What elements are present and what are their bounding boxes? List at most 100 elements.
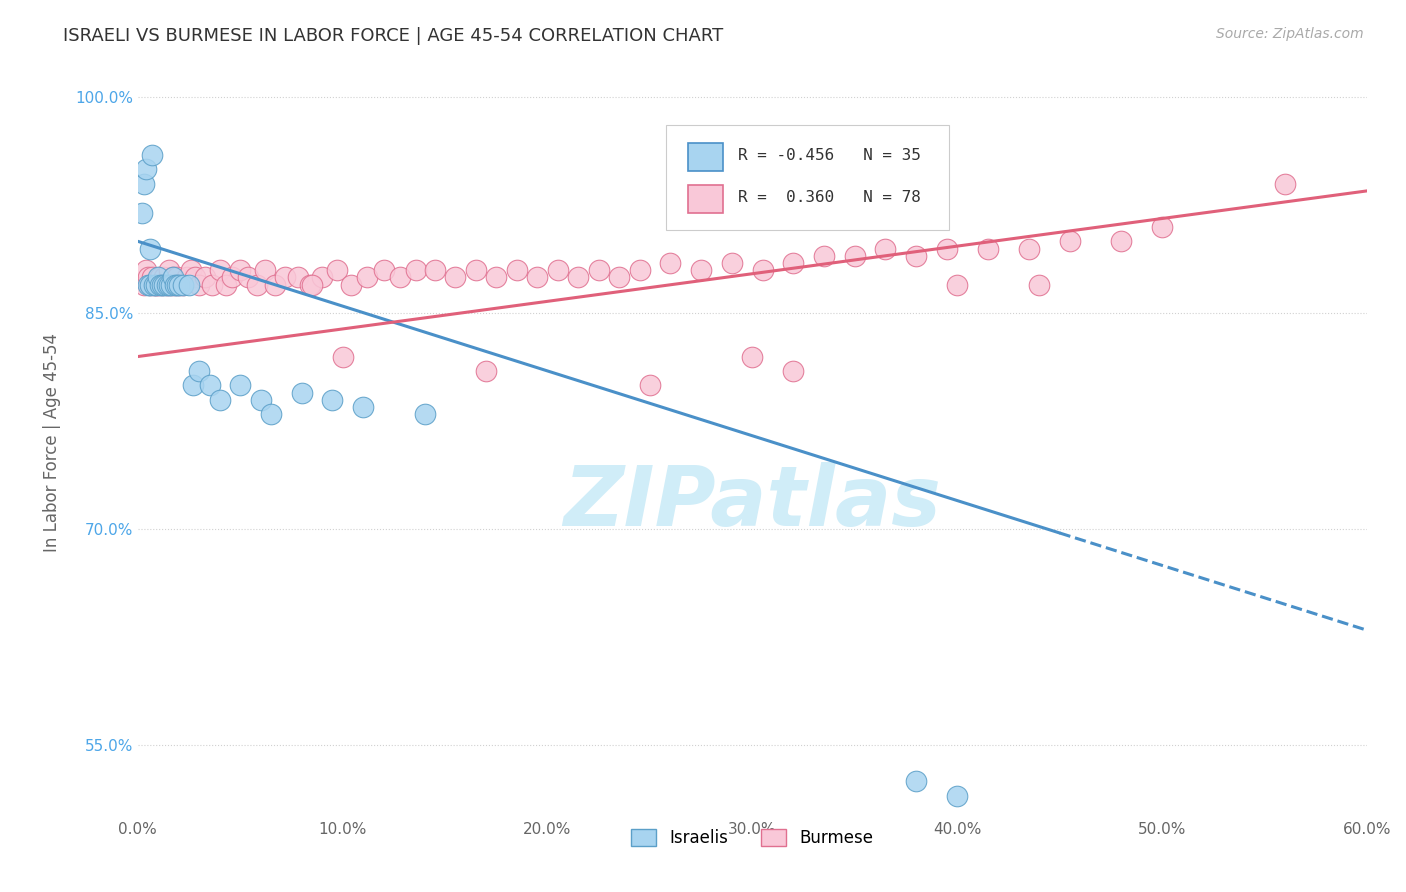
Point [184, 270, 207, 285]
Point [139, 277, 162, 292]
Point [287, 270, 309, 285]
Text: ISRAELI VS BURMESE IN LABOR FORCE | AGE 45-54 CORRELATION CHART: ISRAELI VS BURMESE IN LABOR FORCE | AGE … [63, 27, 724, 45]
Point [628, 263, 651, 277]
Point [153, 270, 176, 285]
Point [475, 364, 498, 378]
Point [444, 270, 467, 285]
Point [905, 249, 928, 263]
Point [506, 263, 529, 277]
Point [167, 277, 190, 292]
Point [157, 263, 180, 277]
Point [253, 263, 276, 277]
Text: R =  0.360   N = 78: R = 0.360 N = 78 [738, 190, 921, 205]
Point [139, 277, 162, 292]
Point [141, 148, 163, 162]
Point [238, 270, 260, 285]
Point [166, 270, 188, 285]
Point [1028, 277, 1050, 292]
Point [131, 205, 153, 219]
Point [149, 277, 172, 292]
Point [155, 277, 177, 292]
Point [143, 277, 166, 292]
Point [141, 270, 163, 285]
Point [356, 270, 378, 285]
Point [145, 277, 167, 292]
Point [813, 249, 835, 263]
Point [405, 263, 427, 277]
Point [163, 277, 186, 292]
Point [721, 256, 744, 270]
Point [162, 270, 184, 285]
Point [905, 774, 928, 789]
Point [132, 177, 155, 191]
Point [166, 277, 188, 292]
Point [159, 277, 181, 292]
Point [181, 378, 204, 392]
Text: Source: ZipAtlas.com: Source: ZipAtlas.com [1216, 27, 1364, 41]
Point [567, 270, 589, 285]
Point [260, 407, 283, 421]
Point [977, 242, 1000, 256]
Point [176, 270, 198, 285]
Point [208, 263, 231, 277]
Text: R = -0.456   N = 35: R = -0.456 N = 35 [738, 148, 921, 163]
Point [311, 270, 333, 285]
Point [132, 277, 155, 292]
Point [135, 263, 157, 277]
Point [1018, 242, 1040, 256]
Point [148, 270, 170, 285]
Point [145, 277, 167, 292]
Point [844, 249, 866, 263]
Point [741, 350, 763, 364]
Point [1150, 219, 1173, 234]
Point [389, 270, 412, 285]
Point [172, 277, 194, 292]
Point [264, 277, 287, 292]
Point [229, 263, 252, 277]
Point [875, 242, 897, 256]
Point [139, 242, 162, 256]
Point [153, 277, 176, 292]
Point [246, 277, 269, 292]
Point [188, 364, 211, 378]
Point [229, 378, 252, 392]
Point [1059, 235, 1081, 249]
Point [135, 162, 157, 177]
Point [177, 277, 200, 292]
FancyBboxPatch shape [689, 143, 723, 171]
Y-axis label: In Labor Force | Age 45-54: In Labor Force | Age 45-54 [44, 334, 60, 552]
Point [485, 270, 508, 285]
Point [298, 277, 321, 292]
Point [249, 392, 271, 407]
Point [340, 277, 363, 292]
Point [215, 277, 238, 292]
Point [180, 263, 202, 277]
Point [198, 378, 221, 392]
Point [155, 277, 177, 292]
Point [332, 350, 354, 364]
Point [935, 242, 957, 256]
Point [547, 263, 569, 277]
FancyBboxPatch shape [666, 125, 949, 229]
Point [413, 407, 436, 421]
Point [526, 270, 548, 285]
Point [172, 277, 194, 292]
Point [152, 277, 174, 292]
Point [136, 270, 159, 285]
Point [690, 263, 713, 277]
Text: ZIPatlas: ZIPatlas [564, 462, 941, 543]
Point [194, 270, 217, 285]
Point [291, 385, 314, 400]
Point [325, 263, 347, 277]
Point [152, 277, 174, 292]
Legend: Israelis, Burmese: Israelis, Burmese [624, 822, 880, 854]
Point [588, 263, 610, 277]
FancyBboxPatch shape [689, 185, 723, 213]
Point [607, 270, 630, 285]
Point [136, 277, 159, 292]
Point [200, 277, 222, 292]
Point [1109, 235, 1132, 249]
Point [321, 392, 343, 407]
Point [751, 263, 773, 277]
Point [373, 263, 395, 277]
